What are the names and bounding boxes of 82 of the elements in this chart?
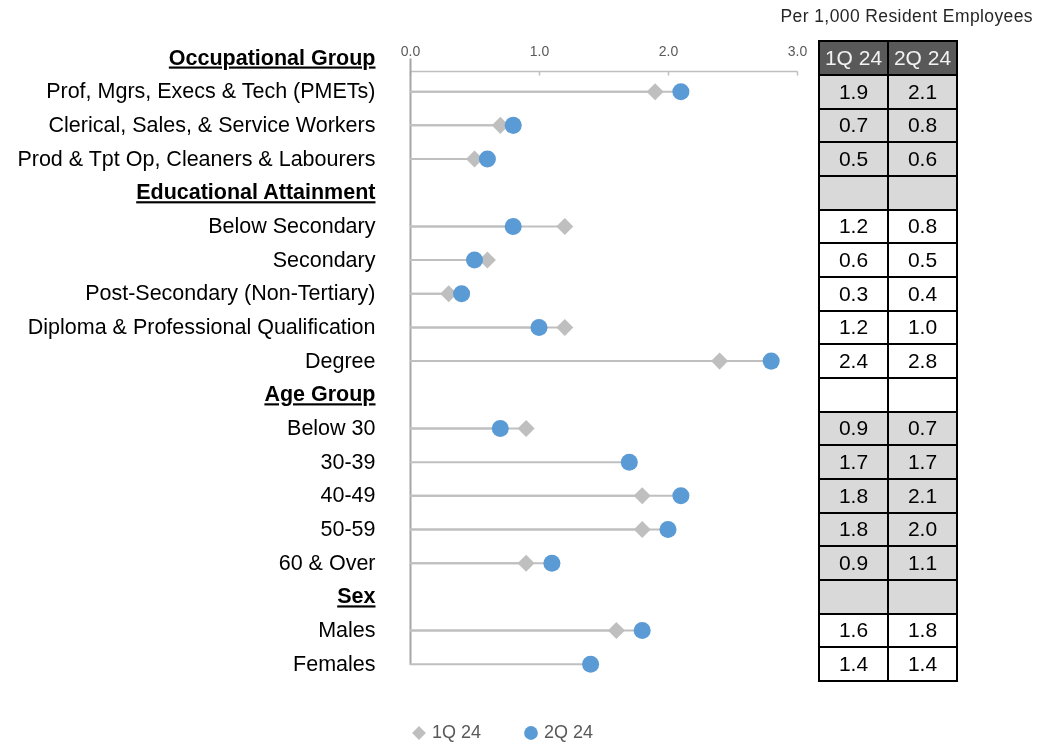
- y-tick-label: Age Group: [264, 382, 376, 407]
- y-tick-label: Occupational Group: [168, 45, 376, 70]
- y-tick-label: Post-Secondary (Non-Tertiary): [85, 281, 376, 306]
- data-label: 2.1: [888, 478, 957, 513]
- data-label: 1.8: [888, 613, 957, 648]
- y-tick-label: Prod & Tpt Op, Cleaners & Labourers: [17, 146, 376, 171]
- point: [517, 554, 535, 572]
- y-tick-label: Males: [318, 618, 376, 643]
- data-label: 0.5: [888, 243, 957, 277]
- y-tick-label: Clerical, Sales, & Service Workers: [48, 112, 376, 137]
- point: [517, 419, 535, 437]
- text: 2Q 24: [893, 45, 952, 69]
- data-label: 1.8: [819, 478, 888, 513]
- point: [672, 487, 690, 505]
- data-label: 1.9: [819, 74, 888, 109]
- y-tick-label: 30-39: [320, 449, 376, 474]
- y-tick-label: Secondary: [272, 247, 376, 272]
- text: 1.7: [838, 450, 869, 474]
- data-label: 1.6: [819, 613, 888, 648]
- data-label: 2.8: [888, 344, 957, 378]
- point: [659, 521, 677, 539]
- point: [543, 554, 561, 572]
- point: [762, 352, 780, 370]
- y-tick-label: Prof, Mgrs, Execs & Tech (PMETs): [46, 79, 376, 104]
- y-tick-label: Below Secondary: [208, 213, 376, 238]
- x-tick-label: 3.0: [787, 42, 808, 59]
- x-tick-label: 2.0: [658, 42, 679, 59]
- data-label: 0.6: [888, 142, 957, 176]
- point: [478, 150, 496, 168]
- legend-label: 1Q 24: [432, 722, 482, 742]
- data-label: 1.2: [819, 209, 888, 244]
- data-label: 1.4: [888, 647, 957, 681]
- data-label: 0.9: [819, 546, 888, 580]
- data-label: 0.5: [819, 142, 888, 176]
- point: [633, 622, 651, 640]
- point: [646, 83, 664, 101]
- y-tick-label: Degree: [304, 348, 376, 373]
- point: [711, 352, 729, 370]
- point: [633, 521, 651, 539]
- data-label: 2.4: [819, 344, 888, 378]
- point: [607, 622, 625, 640]
- data-label: 2.1: [888, 74, 957, 109]
- point: [556, 217, 574, 235]
- point: [620, 453, 638, 471]
- y-tick-label: 40-49: [320, 483, 376, 508]
- data-label: 2.0: [888, 512, 957, 547]
- y-tick-label: Below 30: [287, 415, 376, 440]
- data-label: 0.8: [888, 209, 957, 244]
- data-label: 0.7: [888, 411, 957, 446]
- data-label: 1.2: [819, 310, 888, 345]
- text: 1Q 24: [824, 45, 883, 69]
- data-label: 0.7: [819, 108, 888, 143]
- point: [453, 285, 471, 303]
- text: 1.4: [838, 652, 869, 676]
- y-tick-label: Females: [293, 651, 376, 676]
- y-tick-label: 60 & Over: [278, 550, 376, 575]
- data-label: 0.4: [888, 276, 957, 311]
- data-label: 1.8: [819, 512, 888, 547]
- text: Per 1,000 Resident Employees: [780, 6, 1033, 27]
- point: [582, 655, 600, 673]
- x-tick-label: 0.0: [400, 42, 421, 59]
- data-label: 0.9: [819, 411, 888, 446]
- point: [491, 419, 509, 437]
- y-tick-label: Sex: [337, 584, 376, 609]
- data-label: 0.8: [888, 108, 957, 143]
- data-label: 1.7: [888, 445, 957, 479]
- point: [672, 83, 690, 101]
- legend-label: 2Q 24: [544, 722, 594, 742]
- point: [465, 251, 484, 269]
- data-label: 1.1: [888, 546, 957, 580]
- data-label: 0.3: [819, 276, 888, 311]
- point: [556, 318, 574, 336]
- data-label: 1.0: [888, 310, 957, 345]
- y-tick-label: Diploma & Professional Qualification: [27, 314, 376, 339]
- point: [504, 116, 522, 134]
- y-tick-label: Educational Attainment: [136, 180, 376, 205]
- data-label: 0.6: [819, 243, 888, 277]
- x-tick-label: 1.0: [529, 42, 550, 59]
- y-tick-label: 50-59: [320, 517, 376, 542]
- point: [504, 217, 522, 235]
- point: [530, 318, 548, 336]
- point: [633, 487, 651, 505]
